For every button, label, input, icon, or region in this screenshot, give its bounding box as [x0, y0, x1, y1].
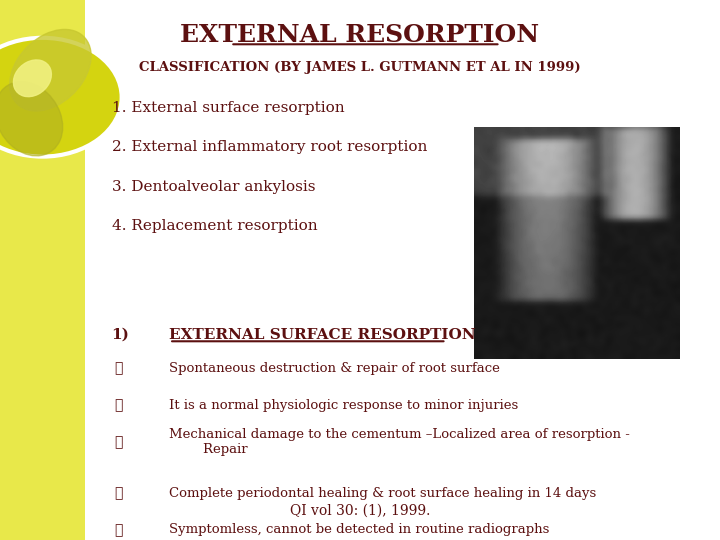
Text: ♻: ♻ [114, 486, 123, 500]
Ellipse shape [9, 29, 91, 111]
Text: 1. External surface resorption: 1. External surface resorption [112, 101, 344, 115]
Bar [0, 0, 85, 540]
Text: ♻: ♻ [114, 435, 123, 449]
Text: 1): 1) [112, 328, 130, 342]
Text: ♻: ♻ [114, 398, 123, 412]
Text: 3. Dentoalveolar ankylosis: 3. Dentoalveolar ankylosis [112, 180, 315, 194]
Text: ♻: ♻ [114, 523, 123, 537]
Text: EXTERNAL SURFACE RESORPTION: EXTERNAL SURFACE RESORPTION [169, 328, 476, 342]
Text: QI vol 30: (1), 1999.: QI vol 30: (1), 1999. [290, 503, 430, 517]
Text: 2. External inflammatory root resorption: 2. External inflammatory root resorption [112, 140, 427, 154]
Ellipse shape [0, 82, 63, 156]
Ellipse shape [14, 60, 51, 97]
Text: Spontaneous destruction & repair of root surface: Spontaneous destruction & repair of root… [169, 362, 500, 375]
Text: CLASSIFICATION (BY JAMES L. GUTMANN ET AL IN 1999): CLASSIFICATION (BY JAMES L. GUTMANN ET A… [139, 61, 581, 74]
Text: It is a normal physiologic response to minor injuries: It is a normal physiologic response to m… [169, 399, 518, 411]
Text: EXTERNAL RESORPTION: EXTERNAL RESORPTION [181, 23, 539, 47]
Text: Mechanical damage to the cementum –Localized area of resorption -
        Repair: Mechanical damage to the cementum –Local… [169, 428, 630, 456]
Text: ♻: ♻ [114, 361, 123, 375]
Text: 4. Replacement resorption: 4. Replacement resorption [112, 219, 318, 233]
Circle shape [0, 38, 122, 157]
Text: Symptomless, cannot be detected in routine radiographs: Symptomless, cannot be detected in routi… [169, 523, 549, 536]
Text: Complete periodontal healing & root surface healing in 14 days: Complete periodontal healing & root surf… [169, 487, 596, 500]
